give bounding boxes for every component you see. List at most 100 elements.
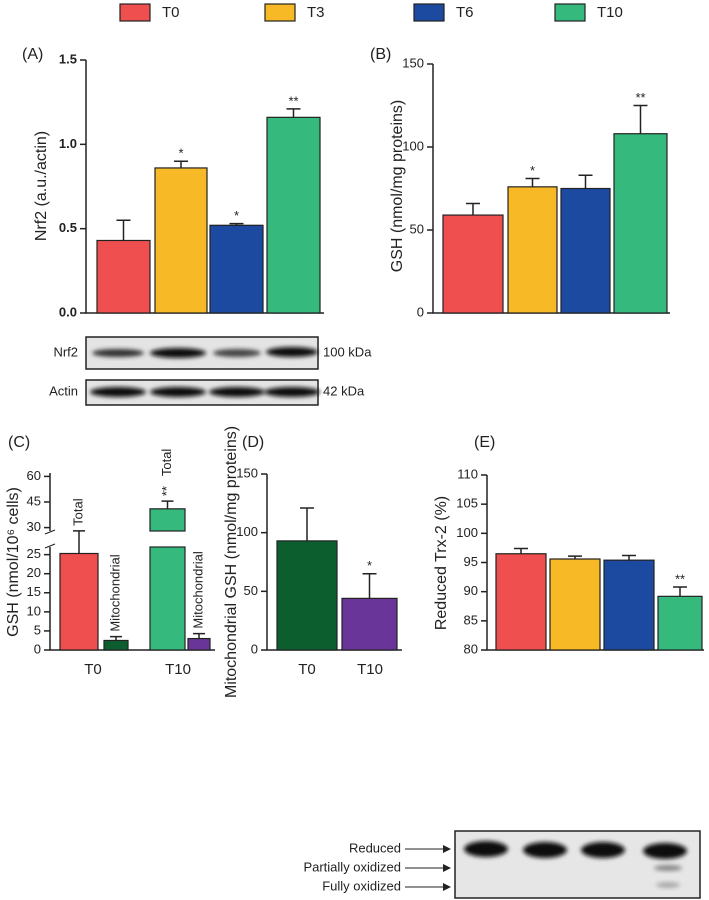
y-axis-title: Nrf2 (a.u./actin) bbox=[33, 131, 50, 241]
western-blot bbox=[405, 830, 701, 899]
y-tick-label: 85 bbox=[464, 612, 478, 627]
y-tick-label: 95 bbox=[464, 554, 478, 569]
y-tick-label: 0.0 bbox=[59, 304, 77, 319]
bar bbox=[59, 552, 99, 651]
blot-band-label: Reduced bbox=[349, 840, 401, 855]
bar bbox=[149, 546, 186, 651]
bar-label: Mitochondrial bbox=[107, 554, 122, 631]
y-tick-label: 80 bbox=[464, 641, 478, 656]
significance: * bbox=[178, 146, 183, 161]
error-bar bbox=[525, 177, 540, 187]
panel-label: (D) bbox=[242, 434, 264, 451]
y-tick-label: 15 bbox=[27, 584, 41, 599]
y-tick-label: 50 bbox=[244, 583, 258, 598]
y-tick-label: 105 bbox=[456, 496, 478, 511]
legend-swatch bbox=[554, 3, 586, 22]
bar bbox=[507, 186, 558, 314]
bar bbox=[442, 214, 504, 314]
panel-label: (B) bbox=[370, 46, 391, 63]
significance: * bbox=[367, 558, 372, 573]
error-bar bbox=[568, 555, 582, 559]
bar bbox=[209, 224, 264, 314]
x-tick-label: T0 bbox=[298, 661, 316, 678]
bar bbox=[154, 167, 208, 314]
error-bar bbox=[174, 160, 188, 168]
legend-label: T3 bbox=[307, 4, 325, 21]
x-tick-label: T10 bbox=[165, 661, 191, 678]
bar bbox=[657, 595, 703, 651]
western-blot bbox=[85, 336, 320, 406]
error-bar bbox=[193, 632, 205, 639]
significance: ** bbox=[635, 90, 645, 105]
bar-label: Total bbox=[159, 449, 174, 477]
bar bbox=[341, 597, 398, 651]
error-bar bbox=[633, 104, 648, 134]
y-tick-label: 50 bbox=[410, 221, 424, 236]
error-bar bbox=[110, 635, 122, 641]
axis-break bbox=[44, 529, 56, 549]
panel-label: (A) bbox=[22, 46, 43, 63]
significance: * bbox=[530, 163, 535, 178]
error-bar bbox=[116, 219, 131, 241]
y-tick-label: 60 bbox=[27, 468, 41, 483]
error-bar bbox=[578, 174, 593, 189]
panel-label: (E) bbox=[474, 434, 495, 451]
y-tick-label: 30 bbox=[27, 519, 41, 534]
bar bbox=[96, 239, 151, 314]
error-bar bbox=[673, 586, 687, 597]
bar bbox=[187, 637, 211, 651]
bar bbox=[276, 540, 338, 651]
panel-label: (C) bbox=[8, 434, 30, 451]
bar bbox=[149, 508, 186, 532]
y-tick-label: 100 bbox=[456, 525, 478, 540]
y-tick-label: 10 bbox=[27, 603, 41, 618]
blot-size: 100 kDa bbox=[323, 344, 372, 359]
blot-size: 42 kDa bbox=[323, 383, 365, 398]
bar-label: Mitochondrial bbox=[190, 551, 205, 628]
y-axis-title: Mitochondrial GSH (nmol/mg proteins) bbox=[223, 426, 240, 698]
bar bbox=[266, 116, 321, 314]
x-tick-label: T0 bbox=[84, 661, 102, 678]
y-tick-label: 45 bbox=[27, 493, 41, 508]
y-tick-label: 110 bbox=[457, 466, 478, 481]
blot-band-label: Partially oxidized bbox=[303, 859, 401, 874]
error-bar bbox=[161, 500, 174, 509]
y-tick-label: 0 bbox=[417, 304, 424, 319]
significance: ** bbox=[288, 93, 298, 108]
y-axis-title: GSH (nmol/10⁶ cells) bbox=[5, 487, 22, 637]
legend-swatch bbox=[119, 3, 151, 22]
y-axis-title: GSH (nmol/mg proteins) bbox=[389, 100, 406, 273]
legend-label: T10 bbox=[597, 4, 623, 21]
bar bbox=[603, 559, 655, 651]
y-tick-label: 150 bbox=[402, 55, 424, 70]
legend-swatch bbox=[413, 3, 445, 22]
y-axis-title: Reduced Trx-2 (%) bbox=[433, 496, 450, 630]
blot-label: Nrf2 bbox=[53, 344, 78, 359]
y-tick-label: 100 bbox=[236, 524, 258, 539]
error-bar bbox=[622, 554, 636, 561]
error-bar bbox=[73, 530, 85, 554]
significance: * bbox=[234, 208, 239, 223]
bar bbox=[560, 187, 611, 314]
y-tick-label: 0 bbox=[251, 641, 258, 656]
y-tick-label: 150 bbox=[236, 465, 258, 480]
legend-swatch bbox=[264, 3, 296, 22]
bar-label: Total bbox=[70, 498, 85, 526]
y-tick-label: 5 bbox=[34, 622, 41, 637]
error-bar bbox=[286, 108, 301, 118]
y-tick-label: 90 bbox=[464, 583, 478, 598]
significance: ** bbox=[675, 571, 685, 586]
y-tick-label: 25 bbox=[27, 546, 41, 561]
legend-label: T6 bbox=[456, 4, 474, 21]
bar bbox=[103, 639, 129, 651]
y-tick-label: 1.0 bbox=[59, 136, 77, 151]
bar bbox=[613, 133, 668, 314]
y-tick-label: 20 bbox=[27, 565, 41, 580]
significance: ** bbox=[159, 486, 174, 496]
x-tick-label: T10 bbox=[357, 661, 383, 678]
bar bbox=[549, 558, 601, 651]
y-tick-label: 0 bbox=[34, 641, 41, 656]
error-bar bbox=[362, 572, 377, 599]
error-bar bbox=[300, 507, 314, 541]
y-tick-label: 0.5 bbox=[59, 220, 77, 235]
